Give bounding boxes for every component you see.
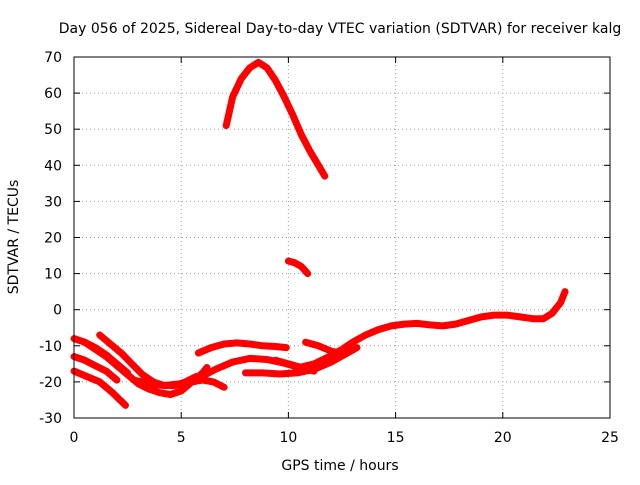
- y-tick-label: 10: [44, 267, 62, 283]
- series-arc-1: [70, 367, 129, 409]
- x-axis-label: GPS time / hours: [281, 458, 398, 474]
- y-tick-label: 40: [44, 158, 62, 174]
- x-tick-label: 20: [494, 430, 512, 446]
- y-tick-label: 20: [44, 231, 62, 247]
- series-arc-6: [130, 288, 569, 389]
- x-tick-label: 15: [387, 430, 405, 446]
- y-tick-label: -30: [39, 411, 62, 427]
- x-tick-label: 5: [177, 430, 186, 446]
- series-arc-11: [302, 338, 344, 357]
- y-tick-label: 70: [44, 50, 62, 66]
- x-tick-label: 0: [70, 430, 79, 446]
- series-arc-8: [177, 376, 228, 391]
- x-tick-label: 25: [601, 430, 619, 446]
- y-tick-label: 50: [44, 122, 62, 138]
- series-arc-2: [70, 353, 121, 384]
- y-tick-label: 0: [53, 303, 62, 319]
- y-tick-label: -10: [39, 339, 62, 355]
- series-layer: [70, 58, 569, 409]
- grid: [74, 57, 610, 418]
- chart-title: Day 056 of 2025, Sidereal Day-to-day VTE…: [59, 21, 621, 37]
- x-tick-label: 10: [279, 430, 297, 446]
- y-axis-label: SDTVAR / TECUs: [6, 180, 22, 295]
- series-arc-7: [194, 339, 290, 357]
- y-tick-label: 60: [44, 86, 62, 102]
- y-tick-label: -20: [39, 375, 62, 391]
- y-tick-label: 30: [44, 194, 62, 210]
- series-arc-12: [222, 58, 329, 180]
- series-arc-10: [272, 356, 318, 375]
- series-arc-13: [284, 257, 312, 278]
- ticks: 0 5 10 15 20 25 -30 -20 -10 0 10 20 30 40 50 60 70: [39, 50, 619, 446]
